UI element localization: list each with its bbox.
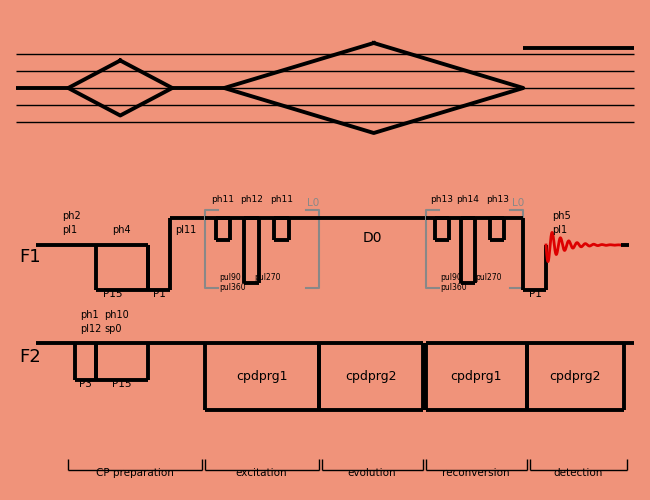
Text: detection: detection [554, 468, 603, 477]
Text: pl12: pl12 [80, 324, 101, 334]
Text: ph11: ph11 [211, 195, 235, 204]
Text: CP preparation: CP preparation [96, 468, 174, 477]
Text: P1: P1 [528, 289, 541, 299]
Text: P15: P15 [112, 379, 132, 389]
Text: F2: F2 [20, 348, 41, 366]
Text: ph11: ph11 [270, 195, 293, 204]
Text: F1: F1 [20, 248, 41, 266]
Text: ph4: ph4 [112, 225, 131, 235]
Text: ph12: ph12 [240, 195, 263, 204]
Text: pul90: pul90 [219, 274, 240, 282]
Text: ph1: ph1 [80, 310, 99, 320]
Text: evolution: evolution [348, 468, 396, 477]
Text: sp0: sp0 [104, 324, 122, 334]
Text: P3: P3 [79, 379, 92, 389]
Text: D0: D0 [363, 230, 382, 244]
Text: P15: P15 [103, 289, 122, 299]
Text: ph14: ph14 [456, 195, 480, 204]
Text: pl1: pl1 [62, 225, 77, 235]
Text: L0: L0 [307, 198, 319, 208]
Text: P1: P1 [153, 289, 166, 299]
Text: pul360: pul360 [440, 284, 467, 292]
Text: pul270: pul270 [475, 274, 502, 282]
Text: ph10: ph10 [104, 310, 129, 320]
Text: ph5: ph5 [552, 211, 571, 221]
Text: pl11: pl11 [176, 225, 197, 235]
Text: cpdprg1: cpdprg1 [236, 370, 287, 383]
Text: cpdprg2: cpdprg2 [549, 370, 601, 383]
Text: pul360: pul360 [219, 284, 246, 292]
Text: ph13: ph13 [430, 195, 454, 204]
Text: excitation: excitation [236, 468, 287, 477]
Text: L0: L0 [512, 198, 524, 208]
Text: ph2: ph2 [62, 211, 81, 221]
Text: ph13: ph13 [486, 195, 509, 204]
Text: reconversion: reconversion [442, 468, 510, 477]
Text: pul90: pul90 [440, 274, 461, 282]
Text: cpdprg1: cpdprg1 [450, 370, 502, 383]
Text: pl1: pl1 [552, 225, 567, 235]
Text: pul270: pul270 [254, 274, 281, 282]
Text: cpdprg2: cpdprg2 [344, 370, 396, 383]
